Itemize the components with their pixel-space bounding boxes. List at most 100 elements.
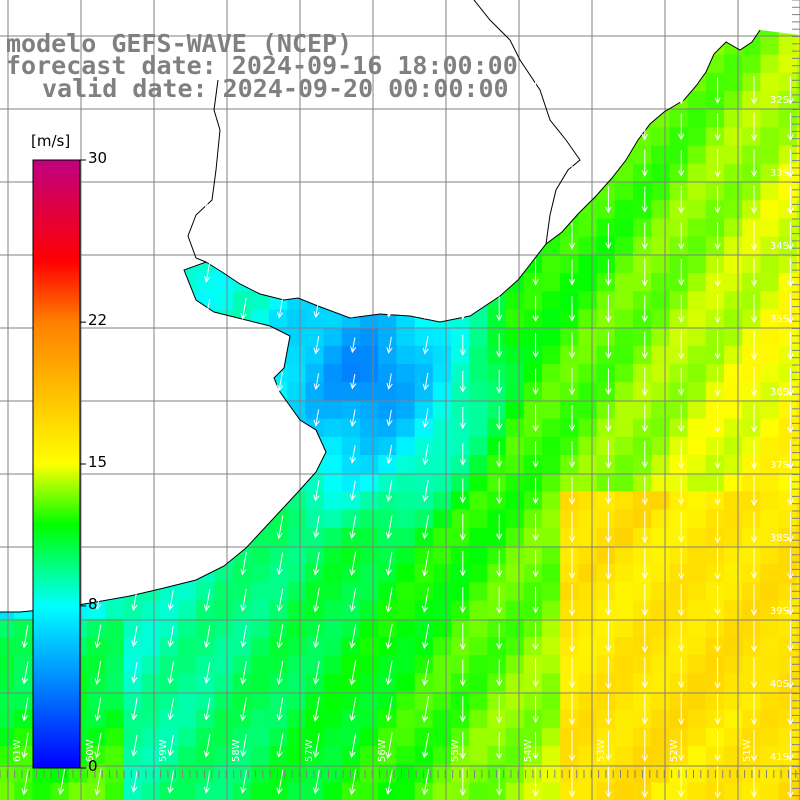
wind-arrow [131, 734, 138, 757]
wind-arrow [714, 113, 721, 141]
wind-cell [505, 618, 525, 638]
wind-cell [596, 618, 616, 638]
wind-cell [396, 728, 416, 747]
wind-cell [651, 764, 670, 784]
wind-arrow [532, 477, 539, 505]
wind-cell [687, 400, 707, 420]
wind-cell [778, 655, 798, 674]
wind-cell [396, 382, 416, 401]
wind-cell [469, 637, 488, 656]
wind-cell [432, 709, 452, 729]
wind-cell [669, 127, 689, 147]
wind-cell [32, 782, 52, 800]
wind-cell [396, 618, 416, 638]
wind-cell [323, 746, 343, 765]
wind-arrow [94, 660, 102, 685]
wind-cell [760, 327, 780, 347]
wind-cell [760, 418, 780, 438]
wind-cell [578, 582, 598, 602]
wind-cell [469, 455, 488, 474]
wind-arrow [641, 222, 648, 250]
wind-cell [796, 236, 800, 256]
wind-cell [469, 709, 488, 729]
wind-arrow [131, 226, 138, 247]
wind-arrow [167, 262, 174, 283]
wind-cell [778, 218, 798, 238]
wind-arrow [641, 440, 648, 469]
wind-cell [724, 91, 743, 110]
wind-cell [87, 728, 106, 747]
wind-arrow [714, 585, 721, 616]
wind-arrow [714, 403, 721, 434]
wind-cell [760, 691, 780, 711]
wind-arrow [422, 224, 429, 248]
wind-cell [796, 364, 800, 383]
wind-cell [614, 546, 634, 565]
wind-cell [687, 546, 707, 565]
wind-arrow [350, 373, 357, 390]
wind-cell [578, 273, 598, 292]
wind-arrow [313, 444, 320, 465]
wind-cell [378, 546, 397, 565]
wind-arrow [313, 116, 320, 138]
wind-cell [451, 382, 470, 401]
wind-cell [724, 182, 743, 201]
wind-cell [596, 691, 616, 711]
wind-arrow [22, 191, 29, 209]
wind-cell [487, 527, 507, 547]
wind-cell [705, 127, 725, 147]
wind-arrow [714, 331, 721, 360]
wind-cell [323, 782, 343, 800]
wind-arrow [678, 730, 685, 762]
wind-arrow [94, 516, 102, 538]
wind-cell [105, 709, 124, 729]
wind-cell [432, 564, 452, 583]
wind-arrow [714, 440, 721, 469]
wind-cell [360, 764, 379, 784]
wind-cell [414, 782, 434, 800]
wind-arrow [240, 334, 247, 356]
wind-cell [633, 473, 652, 492]
wind-cell [196, 728, 215, 747]
wind-cell [305, 491, 325, 511]
wind-cell [633, 618, 652, 638]
wind-cell [305, 655, 325, 674]
wind-cell [633, 436, 652, 456]
wind-cell [796, 327, 800, 347]
wind-cell [651, 291, 670, 310]
wind-cell [614, 182, 634, 201]
wind-arrow [22, 154, 29, 172]
wind-arrow [167, 698, 174, 721]
wind-cell [487, 400, 507, 420]
wind-cell [451, 564, 470, 583]
wind-cell [451, 673, 470, 693]
wind-cell [105, 746, 124, 765]
wind-cell [742, 327, 761, 347]
wind-arrow [203, 624, 211, 649]
wind-arrow [94, 768, 102, 796]
wind-cell [651, 728, 670, 747]
wind-cell [742, 273, 761, 292]
wind-cell [287, 382, 306, 401]
wind-cell [523, 673, 543, 693]
wind-cell [396, 418, 416, 438]
wind-cell [633, 273, 652, 292]
wind-cell [451, 345, 470, 365]
wind-cell [687, 91, 707, 110]
wind-arrow [641, 729, 648, 762]
wind-arrow [750, 439, 758, 470]
wind-arrow [167, 226, 174, 246]
wind-arrow [240, 298, 247, 320]
wind-arrow [532, 513, 539, 542]
wind-arrow [568, 150, 576, 176]
wind-cell [141, 600, 161, 620]
wind-arrow [750, 693, 758, 726]
wind-arrow [203, 733, 211, 758]
wind-arrow [605, 656, 612, 690]
wind-cell [360, 382, 379, 401]
wind-cell [414, 455, 434, 474]
wind-cell [196, 618, 215, 638]
wind-cell [542, 254, 561, 274]
wind-cell [505, 455, 525, 474]
wind-arrow [94, 407, 102, 429]
